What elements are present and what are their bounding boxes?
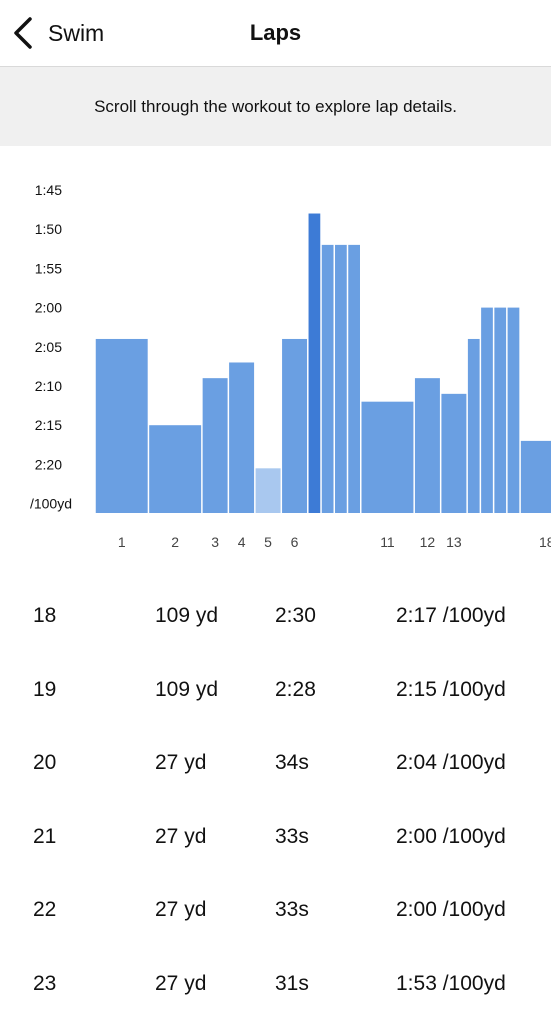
lap-row[interactable]: 22 27 yd 33s 2:00 /100yd [0,874,551,948]
lap-number: 20 [33,751,57,775]
lap-bar-16[interactable] [494,307,507,513]
lap-bar-8[interactable] [321,244,334,513]
lap-pace: 2:04 /100yd [396,751,506,775]
lap-number: 22 [33,898,57,922]
lap-distance: 27 yd [155,824,207,848]
x-tick-label: 6 [291,534,299,550]
lap-bar-5[interactable] [255,468,281,513]
lap-distance: 109 yd [155,604,219,627]
y-tick-label: 2:20 [35,456,62,472]
lap-bar-3[interactable] [202,378,228,513]
lap-bar-14[interactable] [467,338,480,513]
lap-bar-2[interactable] [149,425,202,513]
lap-pace-chart[interactable]: 1:45 1:50 1:55 2:00 2:05 2:10 2:15 2:20/100yd 1 2… [0,160,551,560]
lap-number: 23 [33,971,57,995]
y-tick-label: 1:55 [35,260,62,276]
y-tick-label: 2:00 [35,300,62,316]
lap-distance: 27 yd [155,898,207,922]
lap-distance: 27 yd [155,751,207,775]
lap-time: 33s [275,898,309,922]
page-title: Laps [249,20,302,45]
y-tick-label: 1:45 [35,182,62,198]
lap-time: 34s [275,751,309,775]
lap-bar-17[interactable] [507,307,520,513]
lap-number: 18 [33,604,57,627]
y-tick-label: 2:15 [35,417,62,433]
chevron-left-icon [14,17,32,49]
lap-pace: 1:53 /100yd [396,971,506,995]
x-tick-label: 1 [118,534,126,550]
y-unit-label: /100yd [30,496,72,512]
x-tick-label: 2 [171,534,179,550]
lap-row[interactable]: 18 109 yd 2:30 2:17 /100yd [0,580,551,654]
hint-banner-text: Scroll through the workout to explore la… [94,96,457,116]
x-tick-label: 11 [380,534,395,550]
x-tick-label: 13 [446,534,462,550]
x-tick-label: 5 [264,534,272,550]
lap-pace: 2:00 /100yd [396,824,506,848]
lap-bar-11[interactable] [361,401,414,513]
lap-time: 2:30 [275,604,316,627]
back-button[interactable]: Swim [10,12,104,54]
lap-pace: 2:15 /100yd [396,677,506,701]
lap-bar-1[interactable] [95,338,148,513]
lap-bar-15[interactable] [481,307,493,513]
y-tick-label: 2:10 [35,378,62,394]
x-tick-label: 3 [211,534,219,550]
x-tick-label: 12 [420,534,436,550]
lap-distance: 109 yd [155,677,219,701]
lap-time: 31s [275,971,309,995]
navigation-bar: Swim Laps [0,0,551,67]
hint-banner: Scroll through the workout to explore la… [0,67,551,146]
lap-bar-18[interactable] [520,440,551,513]
lap-pace: 2:00 /100yd [396,898,506,922]
lap-number: 19 [33,677,57,701]
lap-distance: 27 yd [155,971,207,995]
back-button-label: Swim [48,19,105,46]
lap-list[interactable]: 18 109 yd 2:30 2:17 /100yd 19 109 yd 2:2… [0,580,551,1022]
lap-time: 33s [275,824,309,848]
lap-bar-6[interactable] [282,338,308,513]
y-tick-label: 1:50 [35,221,62,237]
lap-bar-7[interactable] [308,213,321,513]
y-tick-label: 2:05 [35,339,62,355]
lap-bar-9[interactable] [335,244,347,513]
lap-row[interactable]: 20 27 yd 34s 2:04 /100yd [0,727,551,801]
lap-row[interactable]: 21 27 yd 33s 2:00 /100yd [0,801,551,875]
lap-time: 2:28 [275,677,316,701]
lap-row[interactable]: 23 27 yd 31s 1:53 /100yd [0,948,551,1022]
lap-bar-4[interactable] [229,362,255,513]
x-tick-label: 4 [238,534,246,550]
lap-row[interactable]: 19 109 yd 2:28 2:15 /100yd [0,654,551,728]
lap-bar-10[interactable] [348,244,360,513]
lap-pace: 2:17 /100yd [396,604,506,627]
lap-bar-12[interactable] [414,378,440,513]
lap-bar-13[interactable] [441,393,467,513]
lap-number: 21 [33,824,57,848]
x-tick-label: 18 [539,534,551,550]
